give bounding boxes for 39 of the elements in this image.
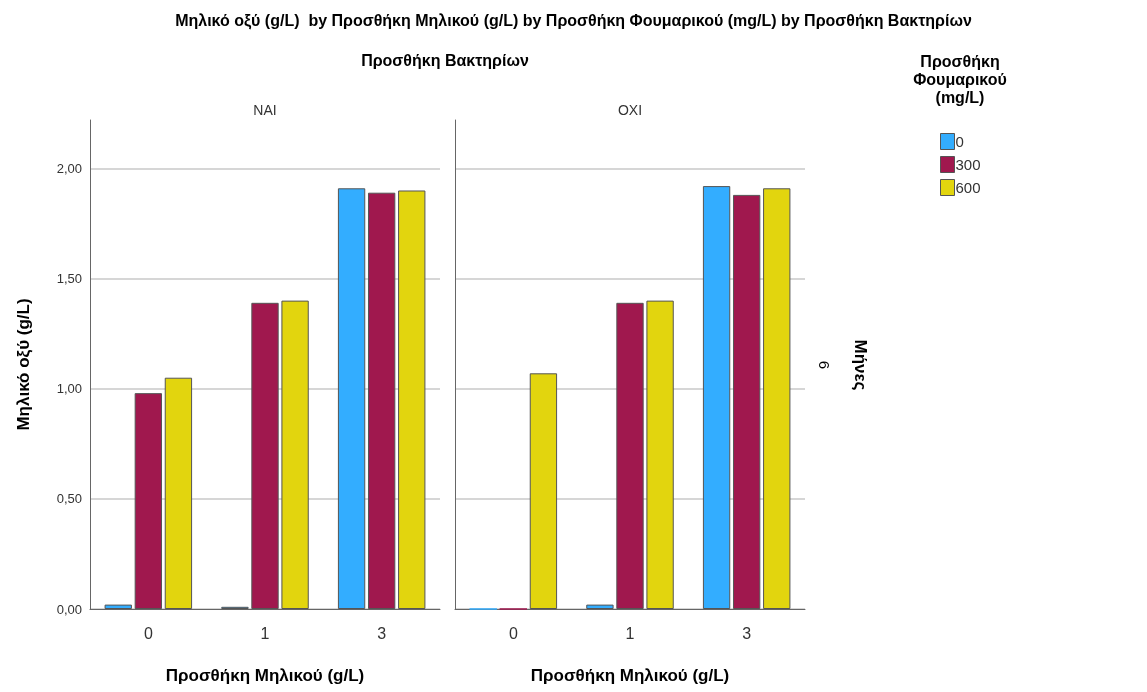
bar [586,604,614,609]
legend-label: 300 [955,156,981,173]
x-axis-title: Προσθήκη Μηλικού (g/L) [165,666,365,685]
x-tick-label: 0 [143,624,153,642]
bar [281,300,309,609]
x-tick-label: 1 [625,624,635,642]
x-axis-title: Προσθήκη Μηλικού (g/L) [530,666,730,685]
legend-title: Προσθήκη Φουμαρικού (mg/L) [913,52,1007,106]
x-tick-label: 1 [260,624,270,642]
chart-subtitle: OXI [617,102,643,118]
bar [104,604,132,609]
text: Μήνες [850,339,870,391]
bar [164,377,193,609]
bar [763,188,791,609]
y-axis-title: Μηλικό οξύ (g/L) [14,298,33,431]
bar [134,393,163,609]
bar [529,373,558,609]
x-tick-label: 3 [377,624,387,642]
y-tick-label: 2,00 [56,160,82,176]
text: Μηλικό οξύ (g/L) by Προσθήκη Μηλικού (g/L) by Προσθήκη Φουμαρικού (mg/L) by Προσθήκη Βακτηρίων [175,11,972,30]
y-tick-label: 0,50 [56,491,82,507]
bar [702,186,731,609]
legend-label: 0 [955,133,964,150]
chart-subtitle: NAI [253,102,277,118]
bar [616,302,644,609]
y-tick-label: 0,00 [56,601,82,617]
x-tick-label: 3 [742,624,752,642]
bar [367,192,396,609]
y-tick-label: 1,50 [56,271,82,287]
bar [398,190,426,609]
bar [732,194,761,609]
legend-label: 600 [955,179,981,196]
bar [251,302,279,609]
x-tick-label: 0 [508,624,518,642]
bar [646,300,674,609]
text: Προσθήκη Βακτηρίων [361,51,529,69]
y-tick-label: 1,00 [56,381,82,397]
bar [337,188,366,609]
text: 6 [815,360,833,370]
